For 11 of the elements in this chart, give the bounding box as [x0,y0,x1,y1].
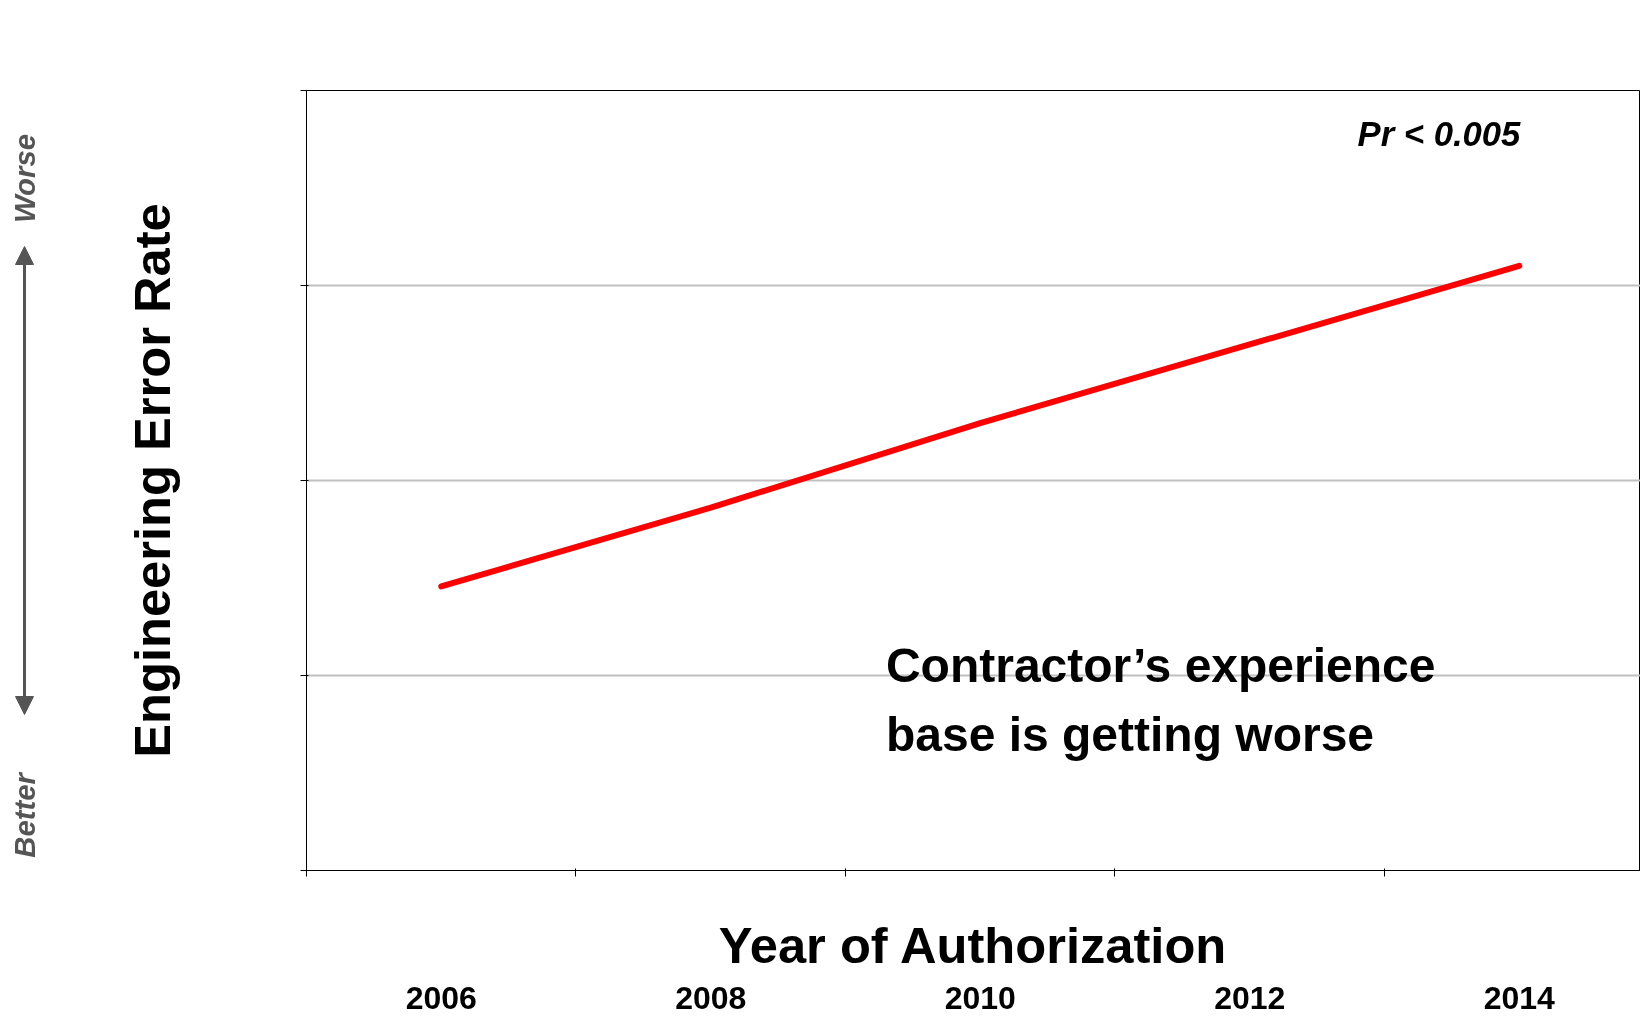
annotation: Contractor’s experience base is getting worse [885,639,1436,762]
x-tick-label: 2006 [405,979,477,1016]
x-tick-label: 2014 [1483,979,1556,1016]
text: Pr < 0.005 [1357,114,1522,153]
x-tick-label: 2012 [1214,979,1286,1016]
x-tick-label: 2010 [944,979,1016,1016]
text: Better [8,771,41,858]
text: Worse [8,133,41,224]
y-axis-title: Engineering Error Rate [123,203,181,758]
x-axis-title: Year of Authorization [718,916,1227,974]
x-tick-label: 2008 [675,979,747,1016]
